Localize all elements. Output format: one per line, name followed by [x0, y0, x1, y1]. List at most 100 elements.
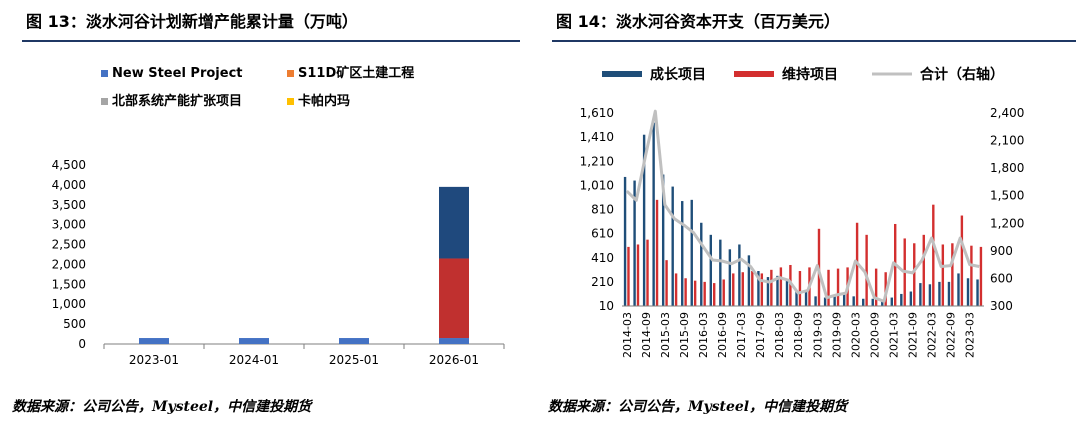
y-tick-label-left: 10 — [599, 299, 614, 313]
bar-growth — [890, 297, 893, 306]
y-tick-label: 0 — [78, 337, 86, 351]
bar-maintenance — [693, 280, 697, 306]
bar-maintenance — [951, 243, 954, 306]
bar-growth — [842, 293, 846, 306]
bar-maintenance — [655, 199, 659, 306]
bar-maintenance — [922, 234, 925, 306]
title-divider — [552, 40, 1076, 42]
bar-segment — [439, 186, 469, 259]
y-tick-label-left: 810 — [591, 203, 614, 217]
bar-growth — [900, 293, 903, 306]
y-tick-label-left: 1,010 — [580, 178, 614, 192]
legend-label: 北部系统产能扩张项目 — [112, 93, 242, 109]
bar-segment — [439, 338, 469, 344]
bar-growth — [747, 255, 751, 306]
legend-swatch — [602, 71, 642, 77]
bar-growth — [833, 295, 836, 306]
bar-maintenance — [770, 269, 773, 306]
bar-maintenance — [941, 244, 945, 306]
legend-swatch — [734, 71, 774, 77]
x-tick-label: 2020-03 — [849, 312, 862, 358]
bar-growth — [976, 279, 979, 306]
x-tick-label: 2022-09 — [945, 312, 958, 358]
x-tick-label: 2026-01 — [429, 353, 479, 367]
y-tick-label-right: 600 — [990, 271, 1013, 285]
y-tick-label-left: 610 — [591, 227, 614, 241]
x-tick-label: 2019-03 — [811, 312, 824, 358]
bar-growth — [642, 134, 646, 306]
y-tick-label: 2,000 — [52, 257, 86, 271]
bar-growth — [719, 239, 722, 306]
bar-growth — [738, 244, 741, 306]
bar-maintenance — [646, 239, 649, 306]
bar-maintenance — [789, 264, 792, 306]
bar-growth — [814, 296, 817, 306]
bar-growth — [633, 180, 636, 306]
bar-maintenance — [970, 245, 973, 306]
x-tick-label: 2015-03 — [659, 312, 672, 358]
bar-growth — [804, 290, 808, 306]
legend-label: 维持项目 — [782, 66, 838, 83]
x-tick-label: 2021-09 — [907, 312, 920, 358]
y-tick-label-right: 300 — [990, 299, 1013, 313]
y-tick-label: 1,500 — [52, 277, 86, 291]
x-tick-label: 2019-09 — [830, 312, 843, 358]
bar-maintenance — [665, 260, 668, 306]
y-tick-label: 2,500 — [52, 238, 86, 252]
bar-maintenance — [979, 246, 983, 306]
bar-growth — [728, 249, 732, 306]
bar-maintenance — [779, 267, 783, 306]
y-tick-label-right: 1,500 — [990, 189, 1024, 203]
y-tick-label: 3,000 — [52, 218, 86, 232]
y-tick-label-right: 2,400 — [990, 106, 1024, 120]
bar-maintenance — [713, 283, 716, 306]
legend-swatch — [287, 98, 294, 105]
bar-maintenance — [798, 271, 802, 306]
chart-source: 数据来源：公司公告，Mysteel，中信建投期货 — [548, 399, 848, 415]
x-tick-label: 2014-03 — [621, 312, 634, 358]
bar-growth — [623, 176, 627, 306]
title-divider — [22, 40, 520, 42]
bar-maintenance — [627, 246, 630, 306]
total-capex-line — [625, 109, 980, 303]
y-tick-label-left: 210 — [591, 275, 614, 289]
bar-segment — [339, 338, 369, 344]
bar-maintenance — [913, 243, 916, 306]
bar-maintenance — [684, 278, 687, 306]
bar-maintenance — [703, 281, 706, 306]
y-tick-label-right: 900 — [990, 244, 1013, 258]
bar-growth — [652, 122, 655, 307]
bar-maintenance — [827, 269, 830, 306]
bar-maintenance — [865, 234, 868, 306]
x-tick-label: 2020-09 — [868, 312, 881, 358]
bar-growth — [862, 298, 865, 306]
bar-growth — [938, 281, 941, 306]
x-tick-label: 2022-03 — [926, 312, 939, 358]
x-tick-label: 2023-01 — [129, 353, 179, 367]
x-tick-label: 2014-09 — [640, 312, 653, 358]
chart-title: 图 14：淡水河谷资本开支（百万美元） — [556, 12, 840, 31]
y-tick-label: 4,500 — [52, 158, 86, 172]
legend-swatch — [287, 70, 294, 77]
bar-growth — [709, 234, 712, 306]
bar-growth — [700, 222, 703, 306]
bar-maintenance — [674, 273, 678, 306]
bar-growth — [795, 290, 798, 306]
bar-maintenance — [722, 279, 725, 306]
bar-growth — [776, 275, 779, 306]
bar-maintenance — [732, 273, 735, 306]
y-tick-label-right: 2,100 — [990, 134, 1024, 148]
y-tick-label-left: 1,410 — [580, 130, 614, 144]
bar-growth — [966, 278, 970, 306]
bar-maintenance — [960, 215, 964, 306]
bar-maintenance — [760, 273, 764, 306]
chart-source: 数据来源：公司公告，Mysteel，中信建投期货 — [12, 399, 312, 415]
bar-growth — [757, 271, 760, 306]
legend-label: 合计（右轴） — [920, 66, 1004, 83]
bar-growth — [690, 199, 693, 306]
bar-maintenance — [836, 268, 840, 306]
bar-maintenance — [874, 268, 878, 306]
bar-growth — [871, 298, 874, 306]
